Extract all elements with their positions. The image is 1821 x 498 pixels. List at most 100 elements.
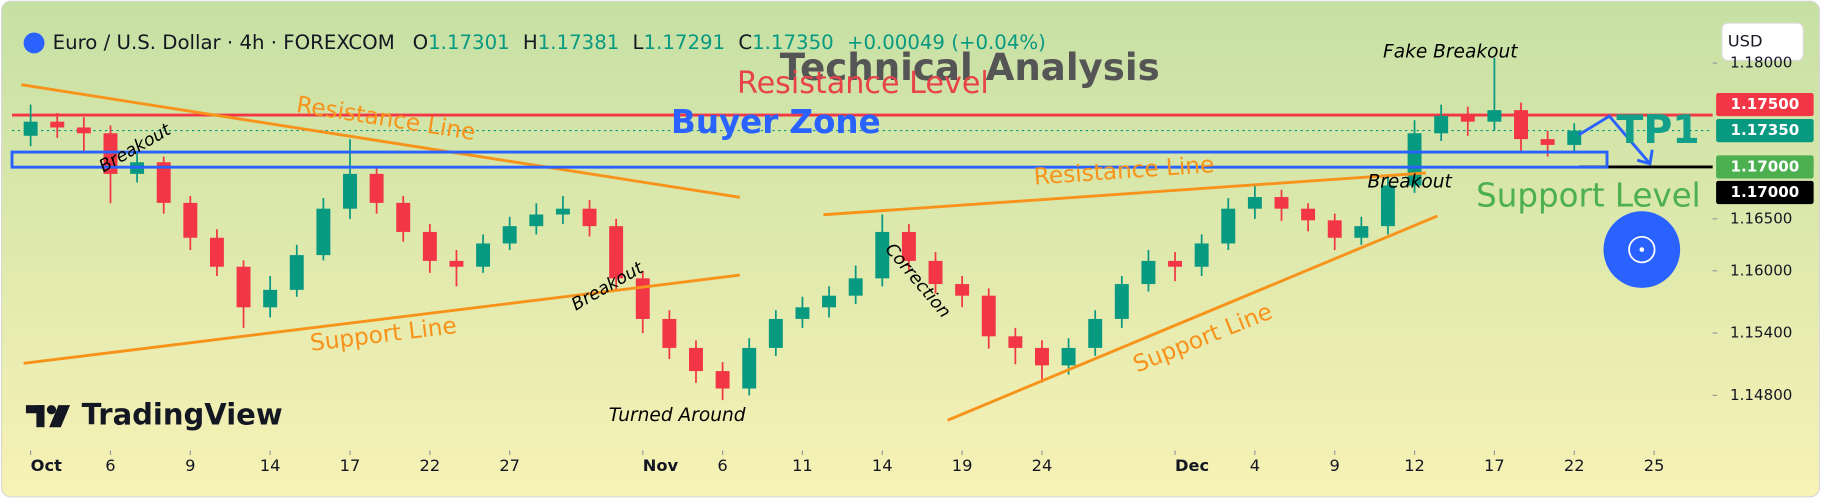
level-label: 1.17500 (1731, 95, 1800, 113)
x-tick-label: 9 (185, 456, 195, 475)
candle-body (555, 208, 570, 215)
value: 1.17301 (428, 30, 510, 53)
logo-part (49, 405, 71, 428)
value: 1.17291 (644, 30, 726, 53)
candle-body (209, 237, 224, 267)
candle-body (635, 278, 650, 319)
x-tick-label: 19 (952, 456, 973, 475)
y-tick-label: 1.16000 (1730, 261, 1792, 279)
x-tick-label: 24 (1032, 456, 1053, 475)
candle-body (343, 173, 357, 209)
brand-logo (25, 405, 71, 428)
candle-body (1354, 226, 1369, 238)
candle-body (396, 202, 411, 232)
candle-body (662, 318, 677, 348)
candle-body (742, 347, 757, 389)
support-trendline (947, 214, 1439, 422)
candle-body (1247, 197, 1262, 209)
candle-body (1061, 347, 1076, 366)
candle-body (928, 260, 943, 285)
x-tick-label: Dec (1175, 456, 1209, 475)
candle-body (23, 121, 38, 136)
candle-body (369, 173, 384, 203)
level-label: 1.17000 (1731, 157, 1800, 175)
candle-body (875, 231, 890, 279)
symbol-icon (23, 32, 45, 54)
candle-body (156, 162, 171, 203)
candle-body (848, 278, 863, 296)
candle-body (901, 231, 916, 261)
brand: TradingView (82, 398, 283, 432)
x-tick-label: 17 (1484, 456, 1505, 475)
candle-body (795, 307, 810, 319)
annotation: Buyer Zone (671, 103, 881, 141)
x-tick-label: 27 (499, 456, 520, 475)
currency: USD (1728, 31, 1763, 50)
tp-arrow-head (1636, 149, 1654, 166)
annotation: Breakout (1368, 172, 1453, 193)
candle-body (103, 133, 118, 174)
candle-body (715, 371, 730, 389)
y-tick-label: 1.18000 (1730, 54, 1792, 72)
x-tick-label: 6 (717, 456, 727, 475)
candle-body (955, 284, 970, 296)
crosshair-icon (1628, 235, 1656, 264)
label: C (738, 30, 752, 53)
candle-body (689, 347, 703, 372)
resistance-trendline (21, 83, 741, 199)
level-label-box (1716, 118, 1814, 143)
candle-body (50, 121, 65, 128)
x-tick-label: 6 (105, 456, 115, 475)
x-tick-label: 4 (1250, 456, 1260, 475)
symbol: Euro / U.S. Dollar · 4h · FOREXCOM (53, 30, 395, 53)
candle-body (316, 208, 331, 256)
candle-body (476, 243, 491, 267)
candle-body (1114, 284, 1129, 319)
x-tick-label: 11 (792, 456, 813, 475)
candle-body (1434, 115, 1449, 134)
x-tick-label: 22 (1564, 456, 1585, 475)
trend-lines (21, 83, 1439, 422)
buyer-zone (10, 150, 1609, 169)
candle-body (1301, 208, 1316, 221)
candle-body (981, 295, 996, 337)
value: 1.17381 (538, 30, 620, 53)
x-tick-label: Nov (643, 456, 679, 475)
x-tick-label: 17 (340, 456, 361, 475)
candle-body (1567, 130, 1582, 145)
crosshair-icon (1639, 247, 1645, 252)
candle-body (1035, 347, 1049, 366)
candle-body (1221, 208, 1236, 244)
candle-body (768, 318, 783, 348)
y-tick-label: 1.15400 (1730, 324, 1792, 342)
logo-part (36, 405, 45, 428)
candle-body (582, 208, 597, 227)
annotation: TP1 (1616, 107, 1699, 153)
x-tick-label: 12 (1404, 456, 1425, 475)
annotation: Resistance Level (737, 66, 989, 101)
chart-title: Technical Analysis (780, 46, 1160, 89)
candle-body (529, 214, 544, 227)
resistance-trendline (823, 171, 1427, 217)
change: +0.00049 (+0.04%) (847, 30, 1046, 53)
candle-body (1194, 243, 1209, 267)
candle-body (76, 127, 91, 134)
candle-body (183, 202, 198, 238)
level-label-box (1716, 180, 1814, 205)
x-tick-label: 14 (872, 456, 893, 475)
y-tick-label: 1.16500 (1730, 209, 1792, 227)
logo-part (25, 405, 45, 414)
annotation: Support Level (1476, 176, 1701, 214)
support-trendline (23, 273, 741, 365)
currency-button[interactable] (1721, 22, 1804, 61)
annotation: Fake Breakout (1383, 42, 1518, 63)
candle-body (502, 226, 517, 244)
candle-body (1514, 110, 1528, 140)
x-tick-label: 14 (260, 456, 281, 475)
plot-layer (12, 57, 1718, 456)
candle-body (449, 260, 464, 267)
label: H (523, 30, 538, 53)
x-tick-label: Oct (31, 456, 62, 475)
candle-body (822, 295, 837, 308)
header: Euro / U.S. Dollar · 4h · FOREXCOM O1.17… (53, 30, 1046, 53)
